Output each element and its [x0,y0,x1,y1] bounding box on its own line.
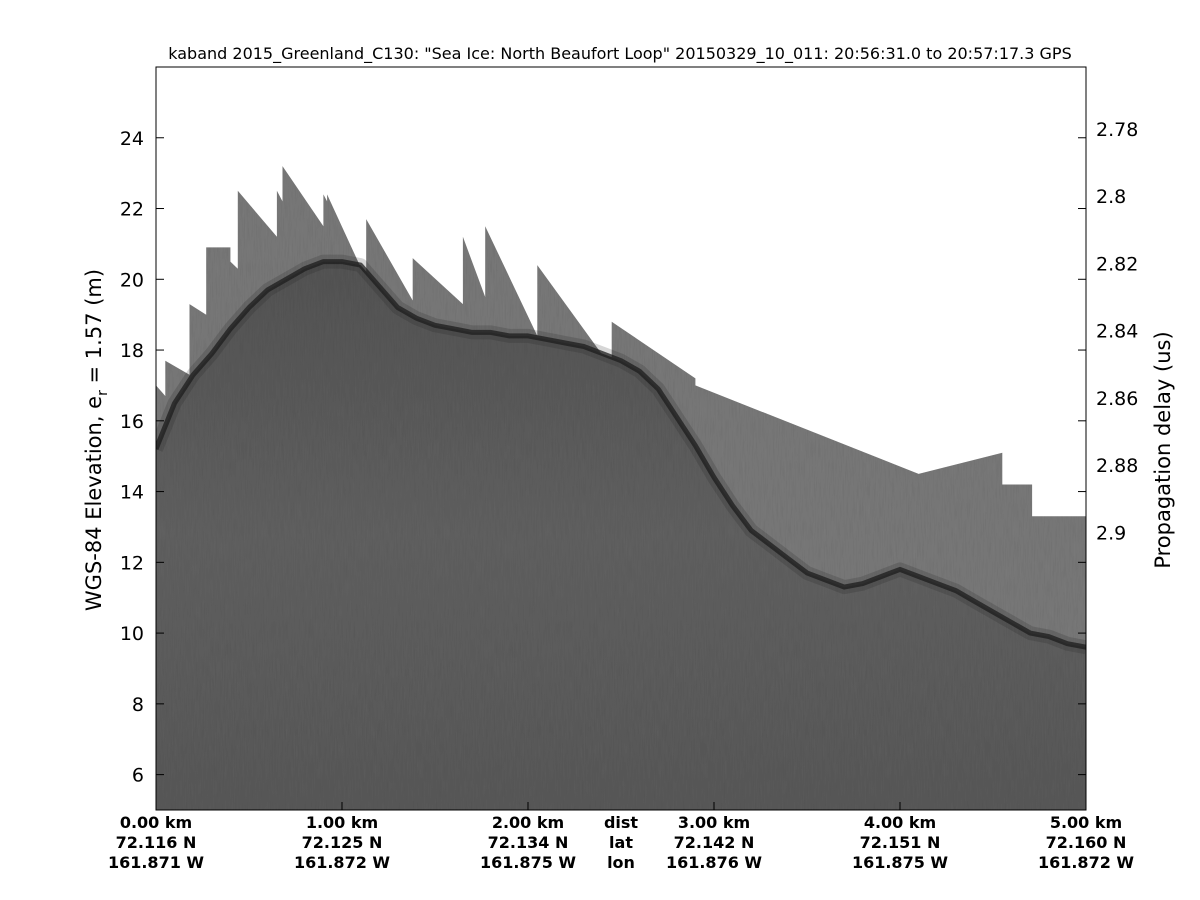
left-y-axis: 6 8 10 12 14 16 18 20 22 24 [120,128,164,787]
y-axis-left-label: WGS-84 Elevation, er = 1.57 (m) [82,269,111,611]
x-lat-label: 72.134 N [488,833,569,852]
plot-frame [155,66,1087,811]
right-tick-label: 2.9 [1096,522,1126,544]
left-tick-label: 12 [120,552,144,574]
chart-title: kaband 2015_Greenland_C130: "Sea Ice: No… [168,44,1071,64]
x-lat-label: 72.116 N [116,833,197,852]
x-row-name: lon [607,853,635,872]
left-tick-label: 16 [120,411,144,433]
left-tick-label: 10 [120,623,144,645]
surface-return-line [156,259,1086,650]
x-row-name: dist [604,813,638,832]
x-row-name: lat [609,833,633,852]
x-lat-label: 72.151 N [860,833,941,852]
x-lat-label: 72.160 N [1046,833,1127,852]
left-tick-label: 18 [120,340,144,362]
x-lat-label: 72.142 N [674,833,755,852]
left-tick-label: 14 [120,482,144,504]
x-dist-label: 2.00 km [492,813,564,832]
right-tick-label: 2.8 [1096,186,1126,208]
right-tick-label: 2.84 [1096,321,1138,343]
x-lon-label: 161.872 W [1038,853,1134,872]
x-dist-label: 5.00 km [1050,813,1122,832]
left-tick-label: 6 [132,765,144,787]
x-lat-label: 72.125 N [302,833,383,852]
right-tick-label: 2.88 [1096,455,1138,477]
x-dist-label: 4.00 km [864,813,936,832]
y-axis-right-label: Propagation delay (us) [1151,331,1175,568]
x-dist-label: 3.00 km [678,813,750,832]
x-lon-label: 161.875 W [480,853,576,872]
x-dist-label: 0.00 km [120,813,192,832]
left-tick-label: 24 [120,128,144,150]
x-lon-label: 161.875 W [852,853,948,872]
left-tick-label: 8 [132,694,144,716]
left-tick-label: 22 [120,199,144,221]
x-lon-label: 161.872 W [294,853,390,872]
x-lon-label: 161.876 W [666,853,762,872]
echogram-subsurface [156,261,1086,810]
surface-return-halo [156,254,1086,655]
right-tick-label: 2.78 [1096,119,1138,141]
plot-area [156,166,1086,810]
right-tick-label: 2.82 [1096,253,1138,275]
right-tick-label: 2.86 [1096,388,1138,410]
x-dist-label: 1.00 km [306,813,378,832]
left-tick-label: 20 [120,269,144,291]
x-lon-label: 161.871 W [108,853,204,872]
right-y-axis: 2.78 2.8 2.82 2.84 2.86 2.88 2.9 [1078,119,1138,776]
